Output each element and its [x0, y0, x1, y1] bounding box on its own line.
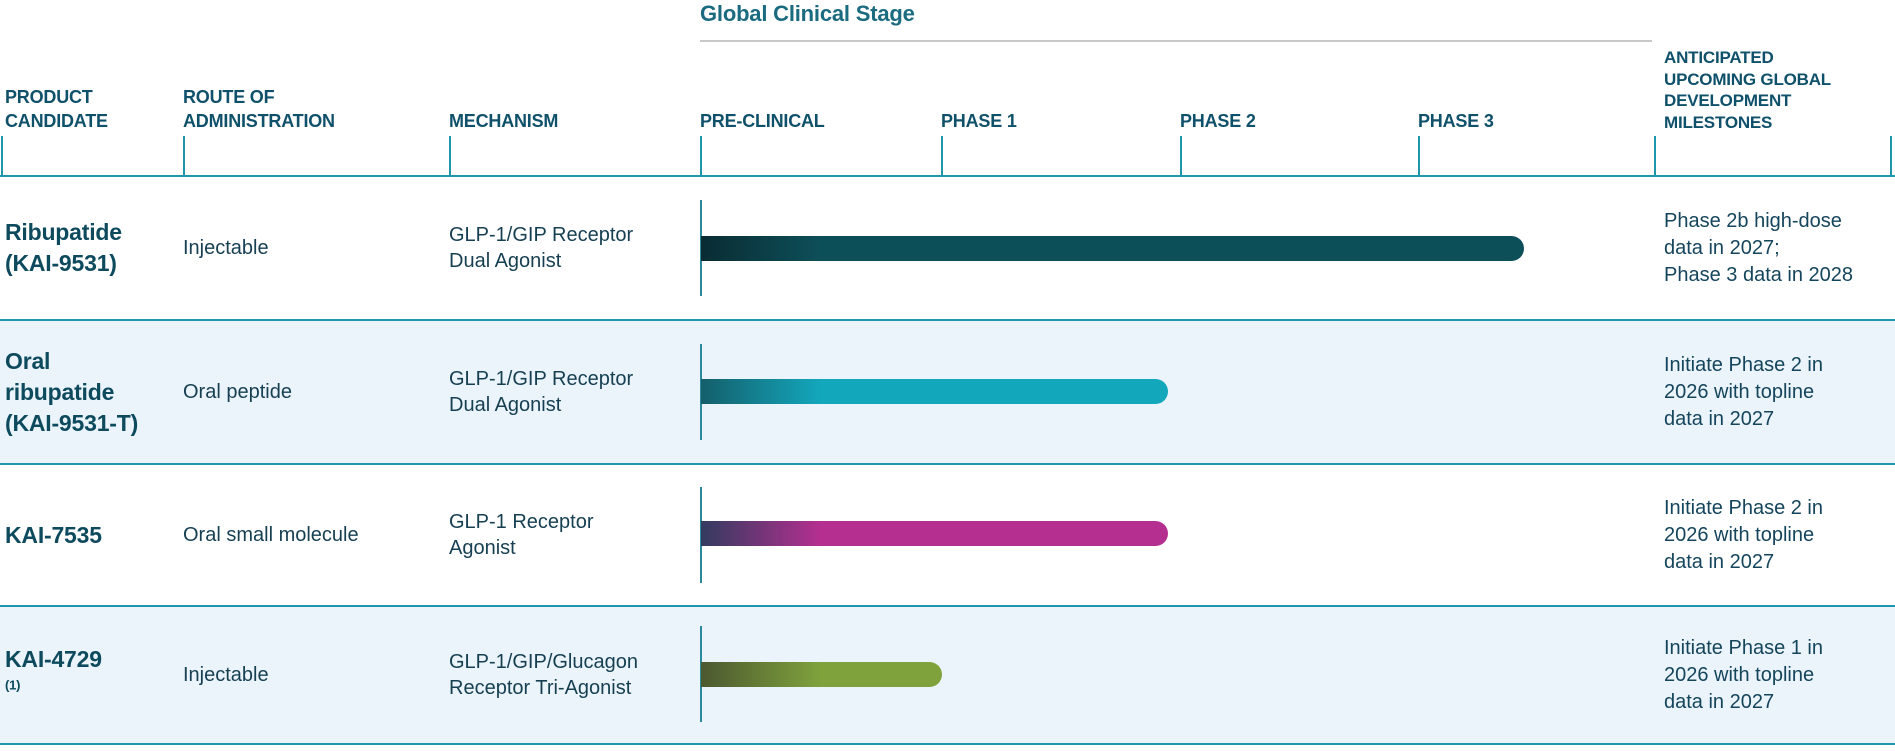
milestone-line: data in 2027;	[1664, 236, 1780, 259]
column-header-line: PHASE 2	[1180, 111, 1256, 131]
milestone: Initiate Phase 1 in 2026 with topline da…	[1664, 607, 1892, 743]
mechanism-line: GLP-1 Receptor	[449, 511, 594, 533]
column-header-phase-3: PHASE 3	[1418, 109, 1494, 133]
product-name-footnote: (1)	[5, 677, 21, 693]
mechanism-line: Dual Agonist	[449, 394, 562, 416]
product-candidate-name: KAI-7535	[5, 465, 177, 605]
route-text: Injectable	[183, 237, 269, 259]
column-header-line: PHASE 3	[1418, 111, 1494, 131]
mechanism-line: Agonist	[449, 537, 516, 559]
milestone-line: Phase 2b high-dose	[1664, 209, 1842, 232]
column-header-route-of-administration: ROUTE OF ADMINISTRATION	[183, 85, 335, 133]
route-of-administration: Oral peptide	[183, 321, 438, 463]
product-name-line: ribupatide	[5, 378, 115, 405]
row-divider	[0, 175, 1895, 177]
column-header-line: CANDIDATE	[5, 111, 108, 131]
progress-bar-ribupatide	[701, 236, 1524, 261]
milestone: Phase 2b high-dose data in 2027; Phase 3…	[1664, 177, 1892, 319]
mechanism: GLP-1/GIP/Glucagon Receptor Tri-Agonist	[449, 607, 694, 743]
product-candidate-name: Oral ribupatide (KAI-9531-T)	[5, 321, 177, 463]
milestone-line: Phase 3 data in 2028	[1664, 263, 1854, 286]
column-header-line: ANTICIPATED	[1664, 48, 1774, 67]
column-header-line: ROUTE OF	[183, 87, 275, 107]
mechanism-line: GLP-1/GIP/Glucagon	[449, 651, 638, 673]
mechanism-line: Receptor Tri-Agonist	[449, 677, 632, 699]
product-name-line: KAI-4729	[5, 646, 102, 672]
mechanism: GLP-1/GIP Receptor Dual Agonist	[449, 177, 694, 319]
product-name-line: KAI-7535	[5, 521, 102, 548]
route-text: Injectable	[183, 664, 269, 686]
row-background	[0, 607, 1895, 743]
milestone-line: Initiate Phase 1 in	[1664, 636, 1823, 659]
route-of-administration: Injectable	[183, 607, 438, 743]
milestone-line: 2026 with topline	[1664, 663, 1815, 686]
mechanism-line: GLP-1/GIP Receptor	[449, 224, 634, 246]
column-header-milestones: ANTICIPATED UPCOMING GLOBAL DEVELOPMENT …	[1664, 47, 1831, 133]
column-header-phase-2: PHASE 2	[1180, 109, 1256, 133]
column-header-line: UPCOMING GLOBAL	[1664, 69, 1831, 89]
product-candidate-name: Ribupatide (KAI-9531)	[5, 177, 177, 319]
route-text: Oral small molecule	[183, 524, 359, 546]
route-of-administration: Injectable	[183, 177, 438, 319]
progress-bar-kai-7535	[701, 521, 1168, 546]
product-name-line: (KAI-9531)	[5, 250, 117, 276]
column-header-product-candidate: PRODUCT CANDIDATE	[5, 85, 108, 133]
milestone-line: data in 2027	[1664, 690, 1775, 713]
column-header-line: MILESTONES	[1664, 112, 1773, 132]
milestone-line: data in 2027	[1664, 407, 1775, 430]
milestone-line: Initiate Phase 2 in	[1664, 353, 1823, 376]
column-header-phase-1: PHASE 1	[941, 109, 1017, 133]
route-of-administration: Oral small molecule	[183, 465, 438, 605]
product-name-line: Ribupatide	[5, 219, 122, 245]
column-tick	[1654, 136, 1656, 175]
product-name-line: (KAI-9531-T)	[5, 409, 139, 436]
column-header-band: PRODUCT CANDIDATE ROUTE OF ADMINISTRATIO…	[0, 0, 1895, 133]
mechanism: GLP-1 Receptor Agonist	[449, 465, 694, 605]
product-candidate-name: KAI-4729 (1)	[5, 607, 177, 743]
column-tick	[1418, 136, 1420, 175]
row-divider	[0, 463, 1895, 465]
progress-bar-oral-ribupatide	[701, 379, 1168, 404]
column-header-line: DEVELOPMENT	[1664, 91, 1792, 110]
column-tick	[1180, 136, 1182, 175]
column-tick	[1890, 136, 1892, 175]
mechanism-line: GLP-1/GIP Receptor	[449, 368, 634, 390]
mechanism: GLP-1/GIP Receptor Dual Agonist	[449, 321, 694, 463]
column-tick	[449, 136, 451, 175]
product-name-line: Oral	[5, 347, 51, 374]
milestone: Initiate Phase 2 in 2026 with topline da…	[1664, 465, 1892, 605]
column-header-line: ADMINISTRATION	[183, 111, 335, 131]
column-header-line: MECHANISM	[449, 111, 559, 131]
column-header-line: PRE-CLINICAL	[700, 111, 825, 131]
milestone-line: data in 2027	[1664, 550, 1775, 573]
group-title-global-clinical-stage: Global Clinical Stage	[700, 1, 915, 26]
column-header-line: PRODUCT	[5, 87, 93, 107]
column-header-line: PHASE 1	[941, 111, 1017, 131]
row-divider	[0, 605, 1895, 607]
column-header-pre-clinical: PRE-CLINICAL	[700, 109, 825, 133]
column-tick	[700, 136, 702, 175]
row-divider	[0, 319, 1895, 321]
group-title-underline	[700, 40, 1652, 42]
milestone: Initiate Phase 2 in 2026 with topline da…	[1664, 321, 1892, 463]
row-divider	[0, 743, 1895, 745]
progress-bar-kai-4729	[701, 662, 942, 687]
column-tick	[941, 136, 943, 175]
milestone-line: 2026 with topline	[1664, 380, 1815, 403]
column-tick	[183, 136, 185, 175]
column-tick	[1, 136, 3, 175]
mechanism-line: Dual Agonist	[449, 250, 562, 272]
milestone-line: 2026 with topline	[1664, 523, 1815, 546]
column-header-mechanism: MECHANISM	[449, 109, 558, 133]
route-text: Oral peptide	[183, 381, 292, 403]
milestone-line: Initiate Phase 2 in	[1664, 496, 1823, 519]
